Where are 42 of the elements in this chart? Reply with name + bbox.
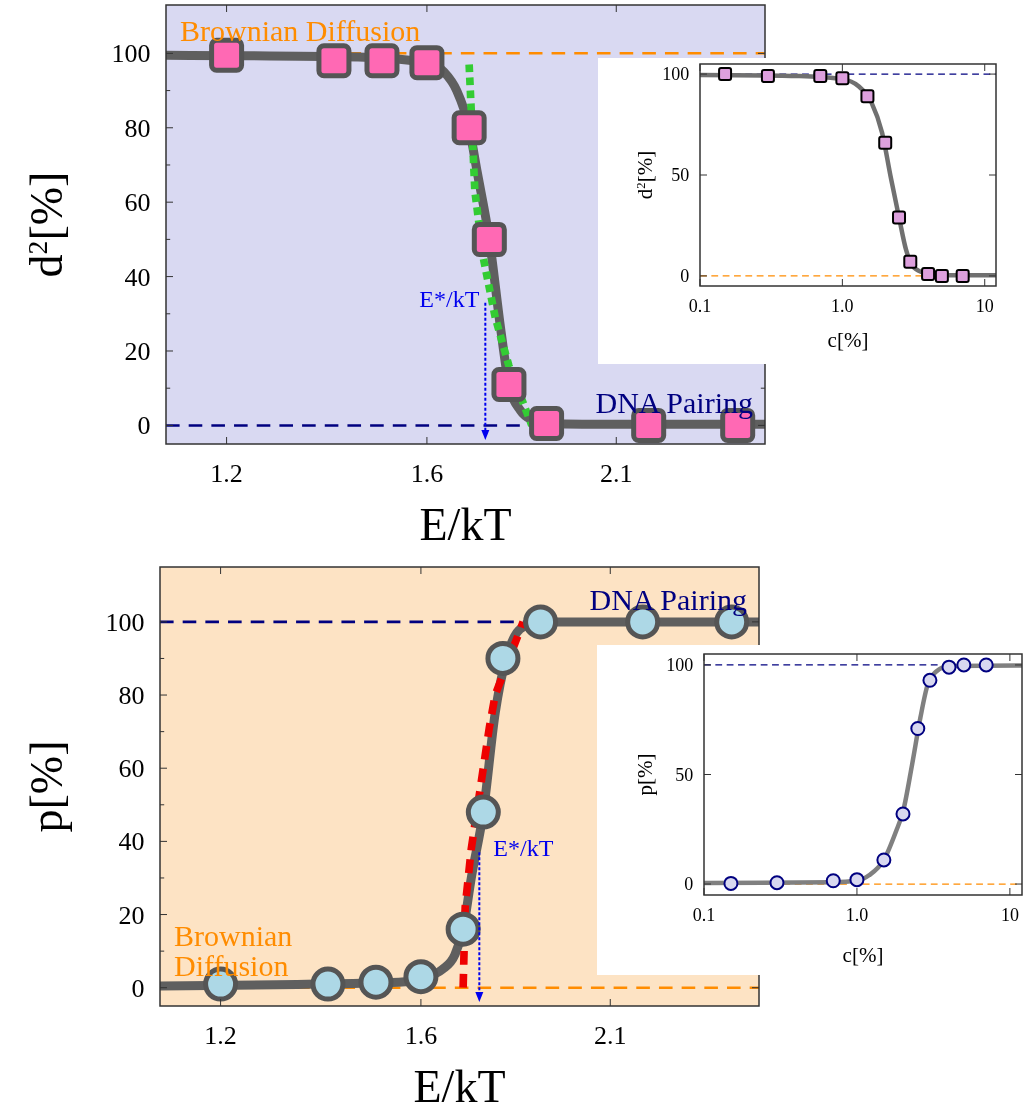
x-tick-label: 1.0: [831, 296, 854, 317]
x-tick-label: 1.2: [204, 1020, 237, 1050]
x-axis-title: E/kT: [419, 499, 512, 550]
x-axis-title: c[%]: [842, 943, 884, 967]
x-tick-label: 2.1: [600, 458, 633, 488]
x-tick-label: 1.0: [845, 905, 869, 926]
x-tick-label: 1.6: [404, 1020, 438, 1050]
x-tick-label: 1.2: [210, 458, 243, 488]
x-axis-title: E/kT: [413, 1061, 506, 1109]
ref-line-label: DNA Pairing: [589, 582, 747, 616]
x-tick-label: 10: [975, 296, 994, 317]
y-tick-label: 0: [131, 973, 145, 1003]
y-tick-label: 0: [680, 266, 690, 287]
y-tick-label: 100: [105, 607, 145, 637]
y-tick-label: 80: [124, 113, 151, 143]
x-tick-label: 0.1: [688, 296, 712, 317]
y-axis-title: p[%]: [21, 740, 72, 833]
y-tick-label: 40: [118, 827, 145, 857]
y-tick-label: 80: [118, 681, 145, 711]
x-tick-label: 0.1: [692, 905, 716, 926]
y-tick-label: 0: [137, 411, 151, 441]
y-tick-label: 60: [124, 188, 151, 218]
y-tick-label: 100: [111, 39, 151, 69]
y-tick-label: 20: [124, 337, 151, 367]
x-axis-title: c[%]: [827, 328, 869, 352]
ref-line-label: Brownian Diffusion: [180, 14, 421, 48]
y-tick-label: 50: [675, 764, 694, 785]
y-axis-title: p[%]: [633, 753, 657, 796]
y-tick-label: 0: [684, 874, 694, 895]
y-tick-label: 60: [118, 754, 145, 784]
x-tick-label: 2.1: [594, 1020, 627, 1050]
annotation: E*/kT: [419, 285, 480, 312]
x-tick-label: 1.6: [410, 458, 444, 488]
y-tick-label: 50: [671, 165, 690, 186]
y-tick-label: 100: [666, 655, 694, 676]
y-tick-label: 100: [662, 64, 690, 85]
x-tick-label: 10: [1000, 905, 1019, 926]
annotation: E*/kT: [493, 835, 554, 862]
ref-line-label: Brownian Diffusion: [174, 918, 293, 982]
y-tick-label: 40: [124, 262, 151, 292]
ref-line-label: DNA Pairing: [595, 386, 753, 420]
y-tick-label: 20: [118, 900, 145, 930]
